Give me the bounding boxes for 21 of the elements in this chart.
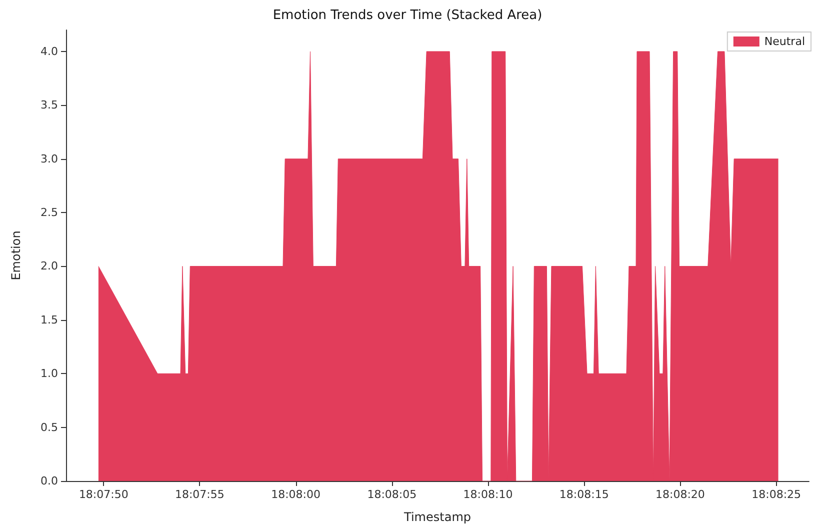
x-tick-label: 18:08:00 xyxy=(271,488,320,501)
x-tick-label: 18:08:15 xyxy=(559,488,609,501)
y-tick-label: 3.0 xyxy=(40,152,58,166)
y-tick-label: 2.0 xyxy=(40,260,58,273)
x-tick-label: 18:08:10 xyxy=(463,488,513,501)
y-tick-label: 0.5 xyxy=(40,420,58,434)
y-tick-label: 0.0 xyxy=(40,474,58,488)
x-tick-label: 18:07:50 xyxy=(78,488,128,501)
y-tick-label: 1.0 xyxy=(40,367,58,380)
x-axis-title: Timestamp xyxy=(403,510,471,524)
chart-title: Emotion Trends over Time (Stacked Area) xyxy=(272,8,542,23)
y-tick-label: 1.5 xyxy=(40,313,58,326)
y-tick-label: 4.0 xyxy=(40,44,58,58)
x-tick-label: 18:08:25 xyxy=(752,488,802,501)
x-tick-label: 18:08:20 xyxy=(656,488,705,501)
y-axis-title: Emotion xyxy=(9,230,23,280)
y-tick-label: 2.5 xyxy=(40,206,58,220)
y-tick-label: 3.5 xyxy=(40,98,58,112)
legend-label: Neutral xyxy=(764,35,806,48)
x-tick-label: 18:07:55 xyxy=(174,488,224,501)
x-tick-label: 18:08:05 xyxy=(367,488,417,501)
